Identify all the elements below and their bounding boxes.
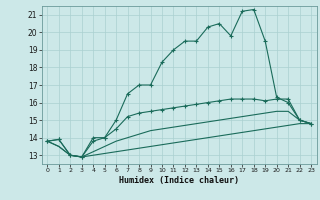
X-axis label: Humidex (Indice chaleur): Humidex (Indice chaleur) — [119, 176, 239, 185]
